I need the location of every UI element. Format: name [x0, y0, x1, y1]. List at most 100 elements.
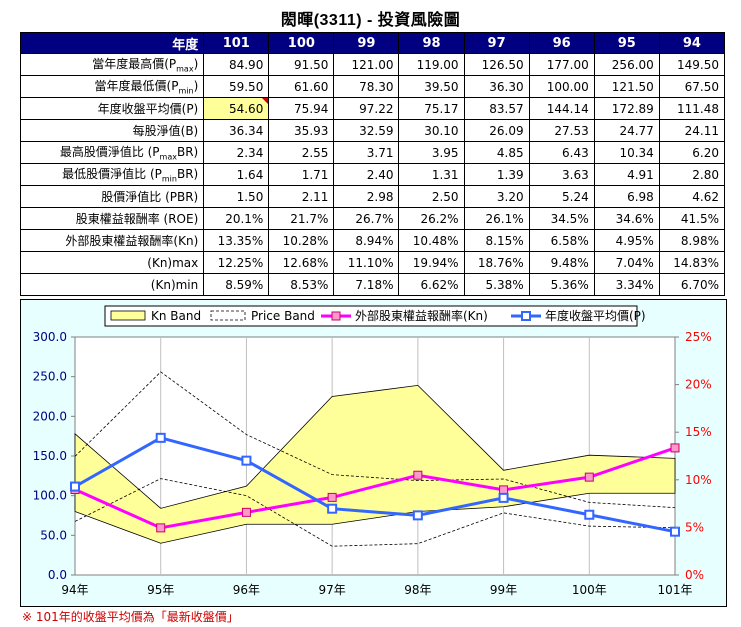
table-cell: 6.62% [398, 273, 465, 296]
table-cell: 78.30 [333, 75, 400, 98]
table-cell: 12.25% [203, 251, 270, 274]
chart-legend: Kn Band Price Band 外部股東權益報酬率(Kn) 年度收盤平均價(P) [104, 305, 646, 327]
table-cell: 6.98 [593, 185, 660, 208]
table-cell: 24.11 [658, 119, 726, 142]
left-axis-label: 250.0 [33, 370, 67, 384]
table-cell: 2.50 [398, 185, 465, 208]
left-axis-label: 200.0 [33, 409, 67, 423]
header-year: 97 [463, 32, 530, 54]
table-cell: 34.5% [528, 207, 595, 230]
price-point [584, 509, 595, 520]
kn-point [670, 443, 680, 453]
header-year: 94 [658, 32, 726, 54]
risk-chart: 0.0 50.0 100.0 150.0 200.0 250.0 300.0 0% 5% 10% 1… [33, 305, 712, 597]
table-cell: 35.93 [268, 119, 335, 142]
table-cell: 59.50 [203, 75, 270, 98]
price-point [412, 510, 423, 521]
table-cell: 67.50 [658, 75, 726, 98]
table-cell: 3.34% [593, 273, 660, 296]
table-cell: 26.1% [463, 207, 530, 230]
legend-label: 外部股東權益報酬率(Kn) [355, 308, 488, 323]
legend-swatch-price-marker [521, 311, 531, 321]
risk-table: 年度 101 100 99 98 97 96 95 94 當年度最高價(Pmax) 84.90 9… [19, 32, 726, 296]
table-cell: 172.89 [593, 97, 660, 120]
table-cell: 2.98 [333, 185, 400, 208]
left-axis-label: 50.0 [40, 528, 67, 542]
table-cell: 21.7% [268, 207, 335, 230]
table-cell: 8.53% [268, 273, 335, 296]
table-cell: 119.00 [398, 53, 465, 76]
table-cell: 8.98% [658, 229, 726, 252]
row-label: (Kn)min [19, 273, 205, 296]
table-cell: 39.50 [398, 75, 465, 98]
kn-band-area [74, 384, 676, 544]
price-point [241, 455, 252, 466]
table-row: 當年度最低價(Pmin) 59.50 61.60 78.30 39.50 36.30 100… [19, 75, 726, 98]
row-label: 最低股價淨值比 (PminBR) [19, 163, 205, 186]
table-row: 當年度最高價(Pmax) 84.90 91.50 121.00 119.00 126.50… [19, 53, 726, 76]
table-cell: 5.24 [528, 185, 595, 208]
price-band-lower-line [74, 478, 676, 547]
header-year: 95 [593, 32, 660, 54]
table-cell: 4.95% [593, 229, 660, 252]
table-cell: 121.00 [333, 53, 400, 76]
table-cell: 2.11 [268, 185, 335, 208]
header-year: 98 [398, 32, 465, 54]
table-cell: 4.91 [593, 163, 660, 186]
table-cell: 5.38% [463, 273, 530, 296]
table-cell: 6.58% [528, 229, 595, 252]
table-cell: 126.50 [463, 53, 530, 76]
table-cell: 13.35% [203, 229, 270, 252]
table-cell: 91.50 [268, 53, 335, 76]
table-row: 股東權益報酬率 (ROE) 20.1% 21.7% 26.7% 26.2% 26.1% 34… [19, 207, 726, 230]
category-label: 99年 [490, 583, 517, 597]
price-band-upper-line [74, 371, 676, 509]
table-cell: 3.95 [398, 141, 465, 164]
table-cell: 84.90 [203, 53, 270, 76]
kn-point [156, 523, 166, 533]
header-year: 99 [333, 32, 400, 54]
table-cell: 10.34 [593, 141, 660, 164]
table-cell: 111.48 [658, 97, 726, 120]
table-cell: 34.6% [593, 207, 660, 230]
row-label: 股價淨值比 (PBR) [19, 185, 205, 208]
legend-swatch-kn-band [110, 310, 146, 321]
footnote: ※ 101年的收盤平均價為「最新收盤價」 [22, 610, 239, 624]
table-cell: 75.94 [268, 97, 335, 120]
category-label: 97年 [319, 583, 346, 597]
right-axis-label: 10% [685, 473, 712, 487]
table-cell: 12.68% [268, 251, 335, 274]
table-cell: 1.64 [203, 163, 270, 186]
kn-point [327, 492, 337, 502]
price-point [155, 432, 166, 443]
table-row: (Kn)max 12.25% 12.68% 11.10% 19.94% 18.76% 9.4… [19, 251, 726, 274]
table-cell: 61.60 [268, 75, 335, 98]
table-cell: 10.48% [398, 229, 465, 252]
table-cell: 8.59% [203, 273, 270, 296]
table-cell: 7.04% [593, 251, 660, 274]
table-cell: 75.17 [398, 97, 465, 120]
table-cell: 3.20 [463, 185, 530, 208]
left-axis-label: 150.0 [33, 449, 67, 463]
row-label: 外部股東權益報酬率(Kn) [19, 229, 205, 252]
table-cell: 14.83% [658, 251, 726, 274]
kn-point [241, 507, 251, 517]
category-label: 95年 [147, 583, 174, 597]
table-cell: 54.60 [203, 97, 270, 120]
price-point [498, 492, 509, 503]
table-cell: 26.09 [463, 119, 530, 142]
right-axis-label: 15% [685, 425, 712, 439]
table-body: 當年度最高價(Pmax) 84.90 91.50 121.00 119.00 126.50… [19, 53, 726, 296]
table-cell: 32.59 [333, 119, 400, 142]
row-label: 最高股價淨值比 (PmaxBR) [19, 141, 205, 164]
right-axis-label: 0% [685, 568, 704, 582]
chart-area: 0.0 50.0 100.0 150.0 200.0 250.0 300.0 0% 5% 10% 1… [20, 299, 727, 607]
table-cell: 26.2% [398, 207, 465, 230]
table-row: 最低股價淨值比 (PminBR) 1.64 1.71 2.40 1.31 1.39 3.63… [19, 163, 726, 186]
table-cell: 7.18% [333, 273, 400, 296]
table-row: 每股淨值(B) 36.34 35.93 32.59 30.10 26.09 27.53 24.… [19, 119, 726, 142]
legend-swatch-kn-marker [331, 311, 341, 321]
table-cell: 6.20 [658, 141, 726, 164]
header-year: 100 [268, 32, 335, 54]
kn-point [499, 485, 509, 495]
